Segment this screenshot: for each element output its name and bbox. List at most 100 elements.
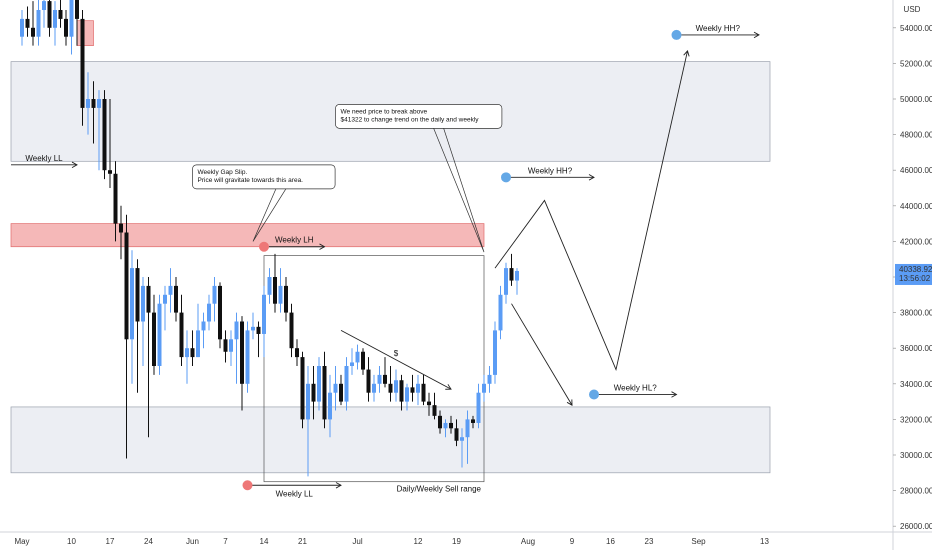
range-box-label: Daily/Weekly Sell range bbox=[397, 485, 482, 494]
candle-body bbox=[207, 303, 211, 322]
candle bbox=[58, 0, 63, 28]
candle-body bbox=[333, 383, 338, 393]
candle bbox=[449, 415, 453, 434]
projection-alt-path bbox=[511, 303, 573, 406]
candle bbox=[179, 294, 184, 366]
candle-body bbox=[317, 366, 321, 402]
price-zones bbox=[10, 20, 771, 474]
candle-body bbox=[223, 339, 228, 352]
price-tick-label: 54000.00 bbox=[900, 24, 932, 33]
candle-body bbox=[471, 419, 475, 423]
candle bbox=[80, 10, 85, 126]
candle-body bbox=[344, 366, 349, 402]
candle-body bbox=[97, 99, 101, 108]
price-tick-label: 32000.00 bbox=[900, 415, 932, 424]
annotation-label-1: Weekly LH bbox=[275, 236, 314, 245]
candle bbox=[427, 392, 431, 416]
annotation-dot-2 bbox=[242, 480, 253, 491]
candle-body bbox=[229, 339, 233, 352]
time-tick-label: 7 bbox=[223, 537, 228, 546]
candle-body bbox=[300, 357, 305, 420]
callout-text-1-1: $41322 to change trend on the daily and … bbox=[341, 116, 480, 123]
candle bbox=[300, 351, 305, 429]
candle bbox=[190, 330, 195, 366]
candle-body bbox=[498, 294, 503, 331]
candle-body bbox=[130, 268, 134, 340]
trendline-arrowhead bbox=[445, 384, 452, 390]
candle bbox=[443, 419, 448, 438]
candle-body bbox=[394, 380, 398, 393]
annotation-dot-1 bbox=[259, 241, 269, 252]
time-tick-label: May bbox=[14, 537, 29, 546]
candle bbox=[163, 285, 167, 331]
annotation-label-0: Weekly LL bbox=[25, 154, 63, 163]
candle bbox=[471, 415, 475, 429]
candle-body bbox=[256, 326, 261, 334]
annotation-arrowhead-3 bbox=[588, 174, 595, 181]
candle bbox=[278, 268, 283, 313]
candle-body bbox=[421, 383, 426, 402]
candle-body bbox=[80, 18, 85, 108]
candle-body bbox=[190, 348, 195, 358]
candle bbox=[383, 357, 387, 388]
candle-body bbox=[108, 170, 112, 174]
candle bbox=[130, 250, 134, 384]
candle bbox=[487, 366, 492, 393]
candle bbox=[355, 344, 360, 370]
candle bbox=[20, 10, 24, 46]
price-tick-label: 50000.00 bbox=[900, 95, 932, 104]
candle-body bbox=[289, 312, 294, 349]
callout-text-1-0: We need price to break above bbox=[341, 108, 428, 115]
candle bbox=[157, 294, 162, 375]
candle-body bbox=[493, 330, 497, 375]
supply-zone-1 bbox=[10, 223, 485, 248]
candle-body bbox=[135, 268, 140, 322]
candle-body bbox=[234, 321, 239, 340]
candle-body bbox=[53, 10, 57, 28]
last-price-badge[interactable] bbox=[895, 263, 932, 285]
candle bbox=[185, 330, 189, 384]
time-tick-label: Sep bbox=[691, 537, 706, 546]
candle-body bbox=[152, 312, 156, 366]
time-tick-label: 21 bbox=[298, 537, 307, 546]
time-tick-label: Jul bbox=[352, 537, 362, 546]
price-tick-label: 26000.00 bbox=[900, 522, 932, 531]
candle-body bbox=[438, 415, 442, 429]
candle bbox=[124, 214, 129, 459]
candle bbox=[196, 303, 200, 358]
candle-body bbox=[295, 348, 299, 358]
demand-zone-2 bbox=[10, 406, 771, 474]
time-tick-label: 24 bbox=[144, 537, 153, 546]
annotation-arrowhead-2 bbox=[335, 482, 342, 489]
candle bbox=[256, 321, 261, 358]
candle-body bbox=[273, 277, 277, 304]
candle-body bbox=[267, 277, 272, 295]
candle-body bbox=[42, 1, 46, 10]
annotation-label-5: Weekly HH? bbox=[696, 24, 741, 33]
callout-text-0-1: Price will gravitate towards this area. bbox=[198, 177, 304, 184]
candle bbox=[229, 330, 233, 366]
candle-body bbox=[465, 419, 470, 438]
candle-body bbox=[416, 383, 420, 393]
last-price-countdown: 13:56:02 bbox=[899, 274, 931, 283]
annotation-arrowhead-1 bbox=[319, 243, 326, 250]
candle bbox=[97, 90, 101, 171]
candle-body bbox=[443, 422, 448, 429]
projection-alt-arrowhead bbox=[566, 399, 573, 406]
candle-body bbox=[262, 294, 266, 334]
time-tick-label: 23 bbox=[645, 537, 654, 546]
candle bbox=[344, 357, 349, 411]
callouts: Weekly Gap Slip.Price will gravitate tow… bbox=[192, 103, 503, 253]
candle bbox=[267, 268, 272, 304]
candle bbox=[289, 303, 294, 358]
candle bbox=[251, 312, 255, 340]
candle-body bbox=[102, 99, 107, 171]
candle-body bbox=[86, 99, 90, 108]
candle bbox=[350, 348, 354, 375]
candle bbox=[339, 374, 343, 406]
candle-body bbox=[91, 99, 96, 108]
candle-body bbox=[163, 294, 167, 304]
annotation-arrowhead-4 bbox=[671, 391, 678, 398]
annotation-label-4: Weekly HL? bbox=[614, 383, 658, 392]
